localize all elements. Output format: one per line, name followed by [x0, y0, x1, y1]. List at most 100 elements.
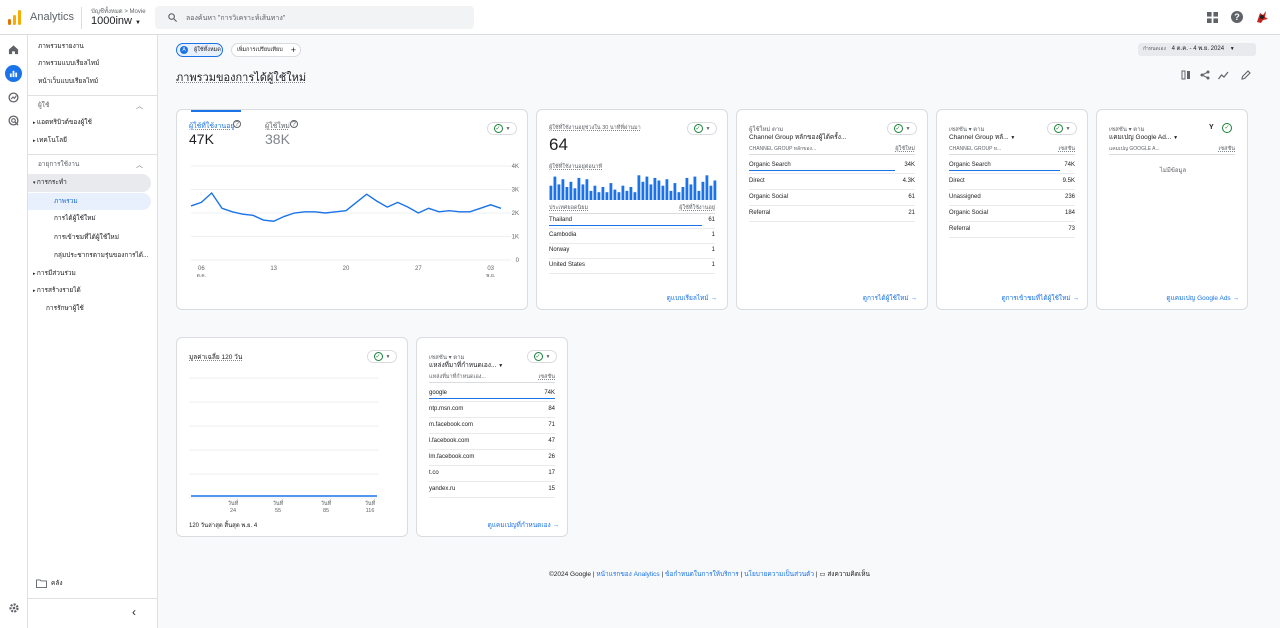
table-row[interactable]: Cambodia 1 — [549, 230, 715, 244]
property-name: 1000inw — [91, 15, 132, 27]
nav-traffic-acquisition[interactable]: การเข้าชมที่ได้ผู้ใช้ใหม่ — [54, 234, 119, 241]
nav-section-lifecycle[interactable]: อายุการใช้งาน — [38, 161, 80, 168]
minute-bar — [657, 180, 661, 200]
minute-bar — [665, 179, 669, 200]
nav-retention[interactable]: การรักษาผู้ใช้ — [46, 305, 84, 312]
table-row[interactable]: Direct 4.3K — [749, 176, 915, 190]
apps-grid-icon[interactable] — [1207, 12, 1218, 23]
date-range-picker[interactable]: กำหนดเอง 4 ต.ค. - 4 พ.ย. 2024 ▼ — [1138, 43, 1256, 56]
feedback-link[interactable]: ส่งความคิดเห็น — [827, 571, 870, 578]
row-label: Organic Search — [749, 162, 791, 168]
dimension-selector[interactable]: Channel Group หลั... ▼ — [949, 134, 1016, 141]
table-row[interactable]: Organic Search 74K — [949, 160, 1075, 174]
nav-realtime-pages[interactable]: หน้าเว็บแบบเรียลไทม์ — [38, 78, 99, 85]
nav-reports-snapshot[interactable]: ภาพรวมรายงาน — [38, 43, 84, 50]
analytics-logo-icon[interactable] — [8, 10, 22, 25]
table-row[interactable]: Norway 1 — [549, 245, 715, 259]
property-selector[interactable]: 1000inw ▼ — [91, 15, 141, 27]
sessions-channel-card: เซสชัน ▾ ตาม Channel Group หลั... ▼ ✓ ▼ C… — [936, 109, 1088, 310]
y-tick-label: 0 — [516, 258, 520, 264]
view-realtime-link[interactable]: ดูแบบเรียลไทม์ → — [666, 295, 718, 302]
nav-realtime-overview[interactable]: ภาพรวมแบบเรียลไทม์ — [38, 60, 100, 67]
analytics-home-link[interactable]: หน้าแรกของ Analytics — [596, 571, 660, 578]
compare-icon[interactable] — [1181, 70, 1191, 80]
table-row[interactable]: lm.facebook.com 26 — [429, 452, 555, 466]
help-circle-icon[interactable]: ? — [233, 120, 241, 128]
home-icon[interactable] — [8, 44, 19, 55]
chevron-up-icon[interactable]: ︿ — [136, 103, 143, 110]
collapse-nav-chevron-icon[interactable]: ‹ — [132, 605, 136, 619]
row-label: ntp.msn.com — [429, 406, 464, 412]
compare-status-chip[interactable]: ✓ ▼ — [527, 350, 557, 363]
insights-icon[interactable] — [1218, 70, 1229, 80]
view-traffic-acquisition-link[interactable]: ดูการเข้าชมที่ได้ผู้ใช้ใหม่ → — [1001, 295, 1079, 302]
table-row[interactable]: Direct 9.5K — [949, 176, 1075, 190]
chevron-up-icon[interactable]: ︿ — [136, 162, 143, 169]
nav-section-user[interactable]: ผู้ใช้ — [38, 102, 50, 109]
reports-icon[interactable] — [5, 65, 22, 82]
view-google-ads-link[interactable]: ดูแคมเปญ Google Ads → — [1166, 295, 1239, 302]
row-label: Direct — [949, 178, 965, 184]
nav-monetization[interactable]: ▸ การสร้างรายได้ — [33, 287, 81, 294]
avatar[interactable] — [1254, 9, 1270, 25]
table-row[interactable]: Referral 73 — [949, 224, 1075, 238]
nav-acquisition[interactable]: ▾ การกระทำ — [33, 179, 67, 186]
check-circle-icon: ✓ — [533, 352, 543, 361]
nav-acquisition-overview[interactable]: ภาพรวม — [28, 193, 151, 210]
add-comparison-button[interactable]: เพิ่มการเปรียบเทียบ + — [231, 43, 301, 57]
all-users-chip[interactable]: A ผู้ใช้ทั้งหมด — [176, 43, 223, 57]
check-circle-icon[interactable]: ✓ — [1222, 123, 1232, 133]
share-icon[interactable] — [1200, 70, 1210, 80]
nav-user-attributes[interactable]: ▸ แอตทริบิวต์ของผู้ใช้ — [33, 119, 92, 126]
table-row[interactable]: Thailand 61 — [549, 215, 715, 229]
table-row[interactable]: Organic Social 184 — [949, 208, 1075, 222]
compare-status-chip[interactable]: ✓ ▼ — [1047, 122, 1077, 135]
table-row[interactable]: Organic Search 34K — [749, 160, 915, 174]
advertising-icon[interactable] — [8, 115, 19, 126]
table-row[interactable]: Unassigned 236 — [949, 192, 1075, 206]
ltv-footer: 120 วันล่าสุด สิ้นสุด พ.ย. 4 — [189, 523, 258, 529]
tab-new-users-label[interactable]: ผู้ใช้ใหม่ — [265, 123, 290, 130]
compare-status-chip[interactable]: ✓ ▼ — [487, 122, 517, 135]
nav-engagement[interactable]: ▸ การมีส่วนร่วม — [33, 270, 76, 277]
app-name[interactable]: Analytics — [30, 11, 75, 23]
help-icon[interactable]: ? — [1231, 11, 1243, 23]
nav-user-acquisition[interactable]: การได้ผู้ใช้ใหม่ — [54, 215, 96, 222]
explore-icon[interactable] — [8, 92, 19, 103]
terms-link[interactable]: ข้อกำหนดในการให้บริการ — [665, 571, 739, 578]
row-value: 236 — [1064, 194, 1075, 200]
settings-gear-icon[interactable] — [8, 602, 20, 614]
compare-status-chip[interactable]: ✓ ▼ — [887, 122, 917, 135]
dimension-selector[interactable]: แหล่งที่มาที่กำหนดเอง... ▼ — [429, 362, 504, 369]
search-input[interactable]: ลองค้นหา "การวิเคราะห์เส้นทาง" — [186, 15, 286, 22]
filter-badge[interactable]: Y — [1209, 124, 1214, 131]
row-label: Norway — [549, 247, 570, 253]
arrow-right-icon: → — [710, 295, 718, 302]
compare-status-chip[interactable]: ✓ ▼ — [687, 122, 717, 135]
table-row[interactable]: t.co 17 — [429, 468, 555, 482]
table-row[interactable]: yandex.ru 15 — [429, 484, 555, 498]
folder-icon[interactable] — [36, 579, 47, 588]
view-manual-campaigns-link[interactable]: ดูแคมเปญที่กำหนดเอง → — [487, 522, 559, 529]
dimension-selector[interactable]: Channel Group หลักของผู้ได้ครั้ง... — [749, 134, 847, 141]
nav-cohort-acquisition[interactable]: กลุ่มประชากรตามรุ่นของการได้... — [54, 252, 149, 259]
table-row[interactable]: ntp.msn.com 84 — [429, 404, 555, 418]
table-row[interactable]: Organic Social 61 — [749, 192, 915, 206]
search-bar[interactable]: ลองค้นหา "การวิเคราะห์เส้นทาง" — [155, 6, 474, 29]
dimension-selector[interactable]: แคมเปญ Google Ad... ▼ — [1109, 134, 1179, 141]
table-row[interactable]: United States 1 — [549, 260, 715, 274]
view-user-acquisition-link[interactable]: ดูการได้ผู้ใช้ใหม่ → — [862, 295, 917, 302]
edit-pencil-icon[interactable] — [1241, 70, 1251, 80]
help-circle-icon[interactable]: ? — [290, 120, 298, 128]
table-row[interactable]: m.facebook.com 71 — [429, 420, 555, 434]
feedback-icon[interactable]: ▭ — [819, 571, 826, 578]
table-row[interactable]: l.facebook.com 47 — [429, 436, 555, 450]
privacy-link[interactable]: นโยบายความเป็นส่วนตัว — [744, 571, 815, 578]
table-row[interactable]: google 74K — [429, 388, 555, 402]
nav-tech[interactable]: ▸ เทคโนโลยี — [33, 137, 67, 144]
minute-bar — [693, 176, 697, 200]
table-row[interactable]: Referral 21 — [749, 208, 915, 222]
compare-status-chip[interactable]: ✓ ▼ — [367, 350, 397, 363]
nav-library[interactable]: คลัง — [51, 580, 63, 587]
tab-active-users-label[interactable]: ผู้ใช้ที่ใช้งานอยู่ — [189, 123, 235, 130]
